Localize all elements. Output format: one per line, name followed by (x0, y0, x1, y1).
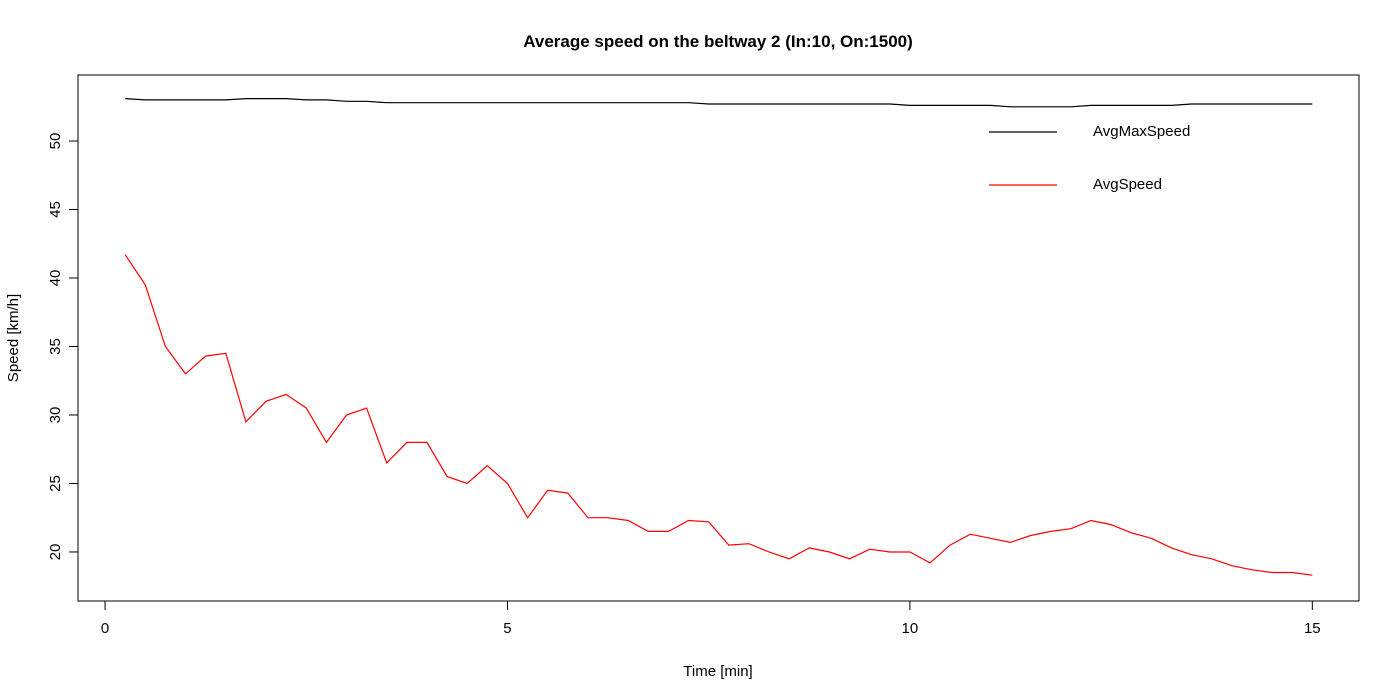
series-line (124, 254, 1313, 576)
x-axis-label: Time [min] (683, 663, 752, 680)
y-tick-label: 30 (47, 407, 64, 424)
y-axis-label: Speed [km/h] (5, 294, 22, 382)
x-tick-label: 5 (503, 620, 511, 637)
legend-label: AvgSpeed (1093, 176, 1162, 193)
y-tick-label: 45 (47, 201, 64, 218)
y-tick-label: 40 (47, 270, 64, 287)
chart-title: Average speed on the beltway 2 (In:10, O… (523, 32, 913, 51)
y-tick-label: 50 (47, 133, 64, 150)
x-tick-label: 15 (1304, 620, 1321, 637)
legend-label: AvgMaxSpeed (1093, 123, 1190, 140)
y-tick-label: 35 (47, 338, 64, 355)
x-tick-label: 0 (101, 620, 109, 637)
x-tick-label: 10 (902, 620, 919, 637)
series-line (125, 97, 1313, 108)
plot-frame (77, 74, 1360, 602)
y-tick-label: 20 (47, 544, 64, 561)
y-tick-label: 25 (47, 475, 64, 492)
